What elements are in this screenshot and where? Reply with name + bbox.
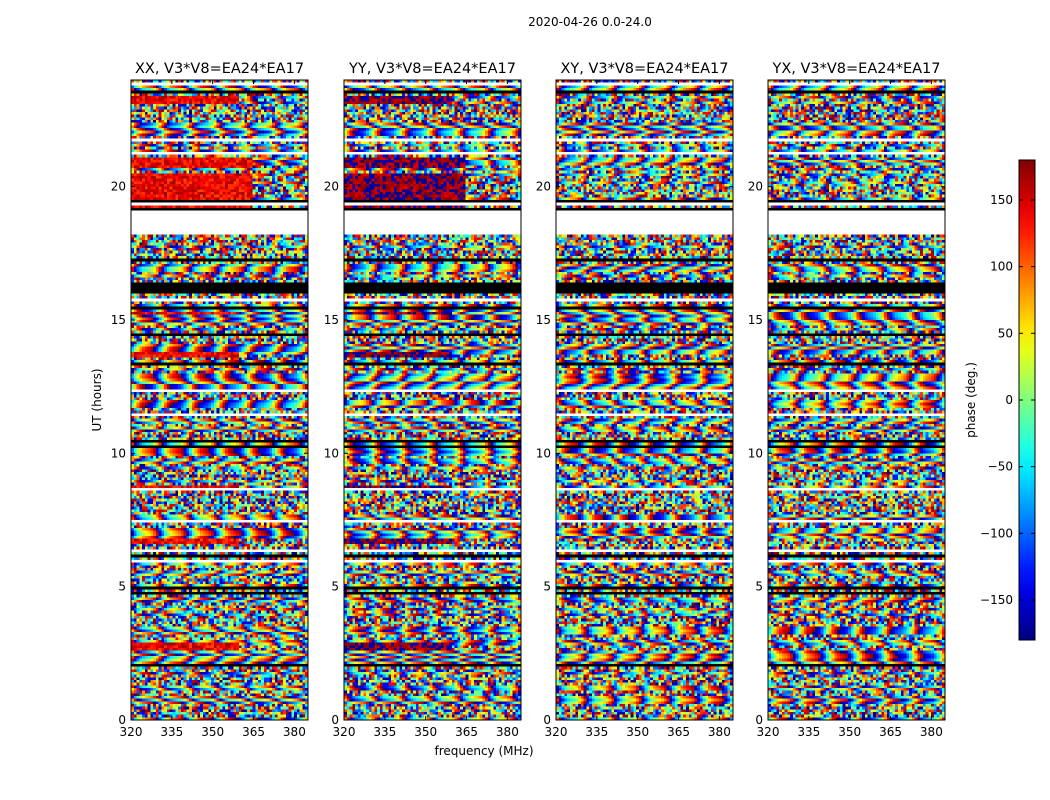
panel-title: YX, V3*V8=EA24*EA17 bbox=[771, 61, 940, 77]
x-tick-label: 350 bbox=[414, 725, 437, 739]
panels: XX, V3*V8=EA24*EA17 320 335 350 365 380 0 5 10 15… bbox=[111, 61, 946, 739]
heatmap-image bbox=[556, 80, 733, 720]
colorbar-gradient bbox=[1019, 160, 1035, 640]
x-tick-label: 365 bbox=[455, 725, 478, 739]
colorbar-tick-label: 50 bbox=[998, 326, 1013, 340]
x-tick-label: 350 bbox=[838, 725, 861, 739]
x-tick-label: 365 bbox=[667, 725, 690, 739]
y-tick-label: 20 bbox=[748, 180, 763, 194]
x-tick-label: 365 bbox=[879, 725, 902, 739]
y-tick-label: 5 bbox=[543, 580, 551, 594]
heatmap-image bbox=[768, 80, 945, 720]
x-tick-label: 335 bbox=[585, 725, 608, 739]
y-tick-label: 20 bbox=[324, 180, 339, 194]
y-tick-label: 15 bbox=[111, 313, 126, 327]
y-tick-label: 20 bbox=[536, 180, 551, 194]
y-tick-label: 5 bbox=[331, 580, 339, 594]
x-tick-label: 350 bbox=[626, 725, 649, 739]
heatmap-image bbox=[344, 80, 521, 720]
panel-title: XX, V3*V8=EA24*EA17 bbox=[135, 61, 304, 77]
panel-title: YY, V3*V8=EA24*EA17 bbox=[348, 61, 516, 77]
x-tick-label: 380 bbox=[496, 725, 519, 739]
x-tick-label: 320 bbox=[333, 725, 356, 739]
colorbar-tick-label: 0 bbox=[1005, 393, 1013, 407]
x-tick-label: 380 bbox=[708, 725, 731, 739]
figure-title: 2020-04-26 0.0-24.0 bbox=[528, 15, 652, 29]
colorbar: 150 100 50 0 −50 −100 −150 bbox=[980, 159, 1036, 641]
y-tick-label: 0 bbox=[543, 713, 551, 727]
x-tick-label: 350 bbox=[201, 725, 224, 739]
panel-2: YY, V3*V8=EA24*EA17 320 335 350 365 380 0 5 10 15… bbox=[324, 61, 522, 739]
y-tick-label: 15 bbox=[536, 313, 551, 327]
colorbar-tick-label: −150 bbox=[980, 593, 1013, 607]
y-tick-label: 15 bbox=[324, 313, 339, 327]
axes-frame bbox=[555, 79, 734, 721]
colorbar-tick-label: 100 bbox=[990, 260, 1013, 274]
y-tick-label: 10 bbox=[748, 446, 763, 460]
heatmap-image bbox=[131, 80, 308, 720]
colorbar-label: phase (deg.) bbox=[964, 362, 978, 438]
x-tick-label: 335 bbox=[373, 725, 396, 739]
y-tick-label: 5 bbox=[118, 580, 126, 594]
x-tick-label: 380 bbox=[283, 725, 306, 739]
axes-frame bbox=[130, 79, 309, 721]
x-axis-label: frequency (MHz) bbox=[434, 744, 533, 758]
x-tick-label: 320 bbox=[120, 725, 143, 739]
axes-frame bbox=[343, 79, 522, 721]
y-tick-label: 0 bbox=[118, 713, 126, 727]
x-tick-label: 335 bbox=[797, 725, 820, 739]
x-tick-label: 365 bbox=[242, 725, 265, 739]
y-axis-label: UT (hours) bbox=[90, 368, 104, 431]
axes-frame bbox=[767, 79, 946, 721]
colorbar-tick-label: 150 bbox=[990, 193, 1013, 207]
x-tick-label: 380 bbox=[920, 725, 943, 739]
y-tick-label: 10 bbox=[324, 446, 339, 460]
y-tick-label: 20 bbox=[111, 180, 126, 194]
panel-3: XY, V3*V8=EA24*EA17 320 335 350 365 380 0 5 10 15… bbox=[536, 61, 734, 739]
y-tick-label: 5 bbox=[755, 580, 763, 594]
y-tick-label: 10 bbox=[536, 446, 551, 460]
y-tick-label: 10 bbox=[111, 446, 126, 460]
panel-1: XX, V3*V8=EA24*EA17 320 335 350 365 380 0 5 10 15… bbox=[111, 61, 309, 739]
y-tick-label: 15 bbox=[748, 313, 763, 327]
x-tick-label: 320 bbox=[545, 725, 568, 739]
y-tick-label: 0 bbox=[331, 713, 339, 727]
x-tick-label: 335 bbox=[160, 725, 183, 739]
colorbar-tick-label: −100 bbox=[980, 526, 1013, 540]
colorbar-tick-label: −50 bbox=[988, 460, 1013, 474]
y-tick-label: 0 bbox=[755, 713, 763, 727]
panel-4: YX, V3*V8=EA24*EA17 320 335 350 365 380 0 5 10 15… bbox=[748, 61, 946, 739]
panel-title: XY, V3*V8=EA24*EA17 bbox=[560, 61, 728, 77]
x-tick-label: 320 bbox=[757, 725, 780, 739]
